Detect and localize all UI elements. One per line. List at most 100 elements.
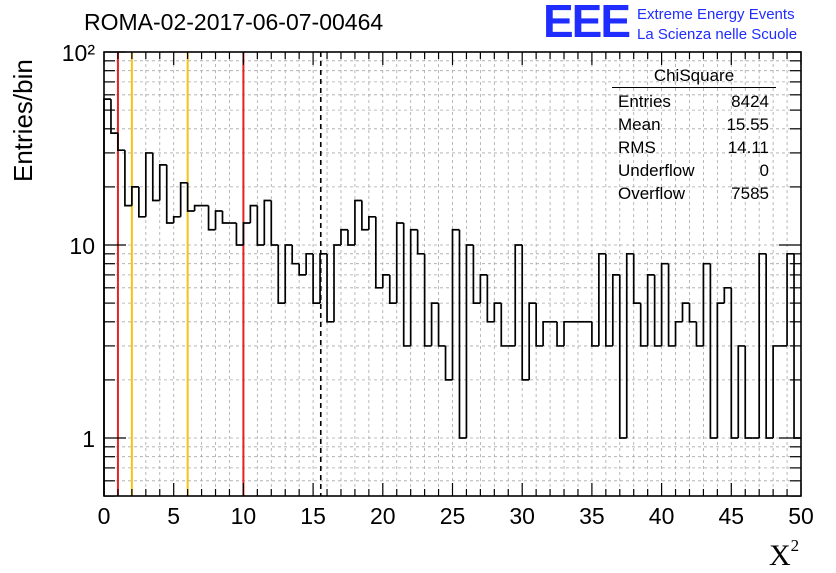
histogram-bin — [291, 245, 300, 265]
histogram-bin — [388, 274, 397, 304]
histogram-bin — [542, 320, 551, 346]
stats-row: Entries 8424 — [612, 90, 776, 113]
histogram-bin — [465, 244, 474, 438]
histogram-bin — [521, 245, 530, 381]
histogram-bin — [165, 164, 174, 224]
histogram-bin — [688, 303, 697, 323]
stats-label: RMS — [618, 138, 656, 157]
histogram-bin — [772, 345, 781, 438]
histogram-bin — [598, 252, 606, 346]
histogram-bin — [298, 263, 307, 276]
histogram-bin — [500, 303, 509, 347]
histogram-bin — [347, 229, 355, 246]
histogram-bin — [381, 274, 390, 288]
x-tick-label: 20 — [370, 503, 396, 529]
histogram-bin — [695, 321, 704, 347]
y-tick-label: 10² — [62, 40, 96, 66]
stats-label: Mean — [618, 115, 661, 134]
stats-row: RMS 14.11 — [612, 136, 776, 159]
histogram-bins — [103, 98, 801, 496]
stats-title: ChiSquare — [612, 66, 776, 88]
histogram-bin — [444, 345, 453, 381]
histogram-bin — [340, 228, 348, 245]
histogram-bin — [437, 303, 446, 347]
histogram-bin — [409, 228, 418, 346]
x-axis-title: X2 — [769, 536, 799, 573]
histogram-bin — [312, 253, 321, 304]
logo-line-2: La Scienza nelle Scuole — [637, 26, 798, 43]
histogram-bin — [430, 302, 439, 346]
histogram-bin — [124, 150, 132, 207]
histogram-bin — [514, 244, 523, 346]
histogram-bin — [423, 253, 432, 347]
histogram-bin — [709, 263, 718, 439]
histogram-bin — [151, 152, 160, 202]
histogram-bin — [207, 205, 216, 231]
x-axis-title-base: X — [769, 539, 791, 572]
histogram-bin — [493, 302, 502, 322]
histogram-bin — [618, 274, 627, 439]
x-tick-label: 25 — [440, 503, 466, 529]
histogram-bin — [765, 253, 774, 439]
histogram-bin — [249, 204, 258, 224]
stats-label: Entries — [618, 92, 671, 111]
histogram-bin — [256, 205, 265, 246]
histogram-bin — [486, 274, 495, 323]
histogram-bin — [103, 98, 111, 496]
histogram-bin — [416, 229, 425, 255]
histogram-bin — [702, 262, 711, 346]
y-tick-label: 1 — [82, 426, 95, 452]
histogram-bin — [744, 345, 753, 439]
histogram-bin — [263, 199, 272, 245]
marker-lines — [116, 52, 322, 496]
histogram-bin — [361, 200, 369, 231]
histogram-bin — [667, 263, 676, 347]
histogram-bin — [632, 253, 641, 304]
histogram-bin — [674, 320, 683, 346]
histogram-bin — [653, 274, 662, 347]
histogram-bin — [611, 274, 620, 346]
run-title: ROMA-02-2017-06-07-00464 — [84, 9, 384, 35]
y-axis-title: Entries/bin — [8, 59, 38, 182]
stats-value: 7585 — [731, 184, 769, 203]
histogram-bin — [535, 303, 544, 347]
x-tick-label: 35 — [579, 503, 605, 529]
x-tick-label: 10 — [231, 503, 257, 529]
histogram-bin — [144, 152, 153, 217]
histogram-bin — [235, 223, 244, 246]
histogram-bin — [158, 164, 167, 201]
histogram-bin — [458, 229, 467, 439]
histogram-bin — [479, 274, 488, 304]
histogram-bin — [730, 287, 739, 439]
stats-row: Overflow 7585 — [612, 182, 776, 205]
x-axis-title-sup: 2 — [790, 536, 800, 555]
histogram-bin — [528, 302, 537, 380]
histogram-bin — [563, 320, 571, 346]
y-tick-label: 10 — [69, 233, 95, 259]
histogram-bin — [172, 215, 181, 224]
histogram-bin — [660, 262, 669, 346]
histogram-bin — [556, 321, 565, 347]
histogram-bin — [138, 186, 146, 218]
histogram-bin — [214, 210, 223, 230]
histogram-bin — [186, 182, 195, 212]
histogram-bin — [451, 228, 460, 380]
histogram-bin — [368, 215, 376, 230]
histogram-bin — [374, 216, 383, 289]
histogram-bin — [277, 245, 286, 304]
histogram-bin — [354, 199, 362, 245]
x-tick-label: 45 — [719, 503, 745, 529]
logo-letters: EEE — [543, 0, 631, 47]
x-tick-label: 5 — [167, 503, 180, 529]
histogram-bin — [472, 245, 481, 304]
stats-row: Mean 15.55 — [612, 113, 776, 136]
x-tick-label: 0 — [98, 503, 111, 529]
histogram-bin — [758, 252, 767, 438]
stats-value: 14.11 — [727, 138, 769, 157]
histogram-bin — [646, 274, 655, 346]
histogram-bin — [131, 186, 139, 206]
histogram-bin — [319, 252, 328, 304]
stats-value: 15.55 — [726, 115, 769, 134]
histogram-bin — [604, 253, 613, 347]
x-tick-label: 15 — [300, 503, 326, 529]
